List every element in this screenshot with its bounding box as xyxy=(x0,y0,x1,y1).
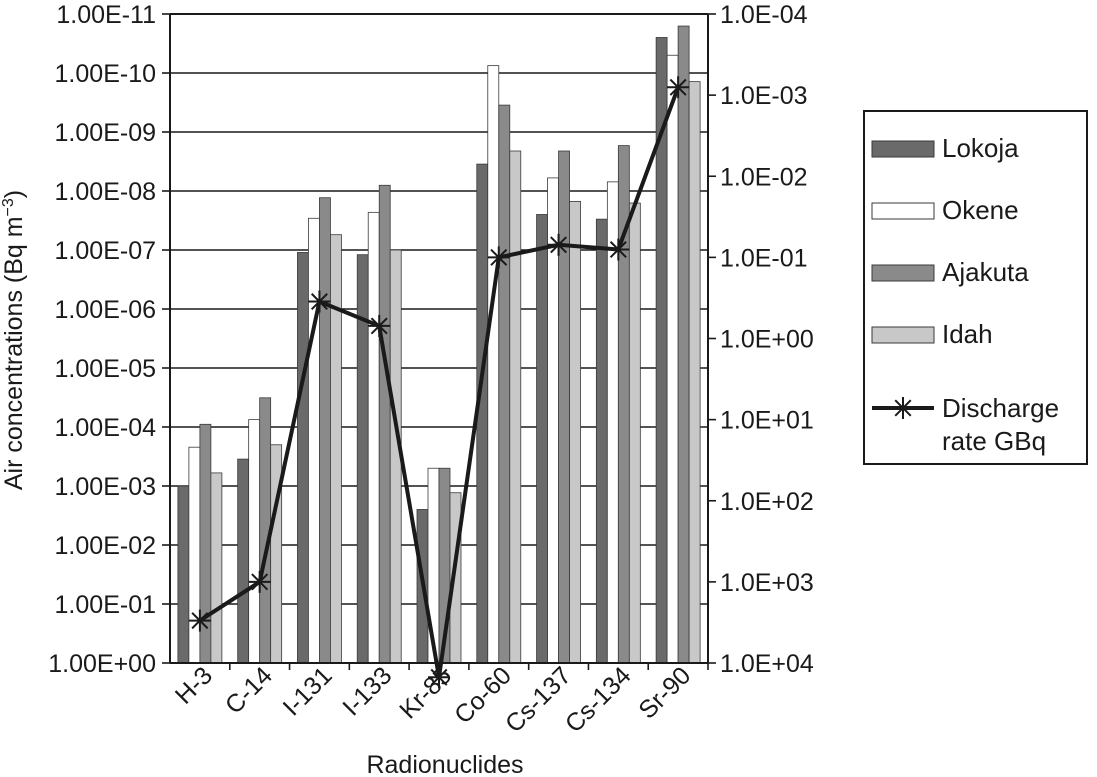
legend-asterisk-stroke xyxy=(894,399,912,417)
left-tick-label: 1.00E-04 xyxy=(55,414,157,442)
legend-item-okene: Okene xyxy=(871,195,1019,225)
bar-ajakuta-co-60 xyxy=(498,104,511,664)
legend-label: Okene xyxy=(942,195,1019,225)
asterisk-stroke xyxy=(609,241,627,258)
bar-lokoja-c-14 xyxy=(237,458,250,664)
legend-item-ajakuta: Ajakuta xyxy=(871,257,1029,287)
right-tick-label: 1.0E-03 xyxy=(720,82,808,110)
legend-item-lokoja: Lokoja xyxy=(871,133,1019,163)
discharge-rate-point xyxy=(428,666,450,689)
discharge-rate-point xyxy=(188,609,211,632)
x-tick-label: Cs-134 xyxy=(560,661,637,738)
y-axis-title-superscript: −3 xyxy=(0,198,17,216)
right-tick-label: 1.0E+02 xyxy=(720,488,814,516)
asterisk-stroke xyxy=(310,293,328,310)
bar-idah-i-131 xyxy=(330,234,342,664)
bar-okene-h-3 xyxy=(188,446,201,664)
bar-lokoja-i-131 xyxy=(297,252,309,664)
bar-ajakuta-sr-90 xyxy=(677,25,690,664)
legend-label-line: Discharge xyxy=(942,393,1059,423)
bar-okene-co-60 xyxy=(487,65,500,664)
legend-swatch xyxy=(871,326,935,344)
bar-lokoja-cs-134 xyxy=(595,218,608,664)
bar-okene-i-131 xyxy=(308,217,320,664)
legend-label: Ajakuta xyxy=(942,257,1029,287)
right-tick-label: 1.0E+00 xyxy=(720,326,814,354)
right-tick-label: 1.0E-01 xyxy=(720,244,808,272)
right-tick-label: 1.0E-04 xyxy=(720,1,808,29)
asterisk-stroke xyxy=(430,668,448,686)
discharge-rate-point xyxy=(607,238,630,261)
left-tick-label: 1.00E-07 xyxy=(55,237,156,265)
x-tick-label: I-131 xyxy=(278,661,338,721)
x-axis-title: Radionuclides xyxy=(366,751,523,777)
left-tick-label: 1.00E-02 xyxy=(55,532,156,560)
left-tick-label: 1.00E-11 xyxy=(56,1,156,29)
right-tick-label: 1.0E+04 xyxy=(720,650,814,678)
x-tick-label: H-3 xyxy=(170,661,218,709)
bar-okene-c-14 xyxy=(248,419,261,664)
bar-idah-co-60 xyxy=(509,150,522,664)
discharge-rate-point xyxy=(248,570,271,593)
right-axis-ticks: 1.0E-04 1.0E-03 1.0E-02 1.0E-01 1.0E+00 1.0E+… xyxy=(708,1,814,678)
legend-swatch xyxy=(871,140,935,158)
bar-idah-cs-137 xyxy=(569,200,581,664)
legend-item-discharge-rate-gbq: Discharge rate GBq xyxy=(872,393,1059,456)
left-tick-label: 1.00E-01 xyxy=(55,591,156,619)
y-axis-title-close: ) xyxy=(0,190,28,198)
bar-idah-h-3 xyxy=(210,472,223,664)
bar-okene-i-133 xyxy=(367,211,380,664)
asterisk-stroke xyxy=(669,78,687,96)
bar-lokoja-cs-137 xyxy=(536,214,548,664)
discharge-line-group xyxy=(188,76,690,689)
left-tick-label: 1.00E-06 xyxy=(55,296,156,324)
legend-label: Discharge rate GBq xyxy=(942,393,1059,456)
bar-ajakuta-cs-137 xyxy=(558,150,570,664)
left-axis-ticks: 1.00E-11 1.00E-10 1.00E-09 1.00E-08 1.00E-07… xyxy=(48,1,170,678)
bar-lokoja-h-3 xyxy=(177,485,190,664)
asterisk-stroke xyxy=(550,236,568,254)
asterisk-stroke xyxy=(251,573,269,591)
left-tick-label: 1.00E-03 xyxy=(55,473,156,501)
x-tick-label: Kr-85 xyxy=(394,661,457,724)
bar-idah-cs-134 xyxy=(628,202,641,664)
y-axis-title-main: Air concentrations (Bq m xyxy=(0,216,28,490)
x-tick-label: C-14 xyxy=(220,661,278,719)
discharge-rate-point xyxy=(368,314,391,337)
bar-okene-sr-90 xyxy=(666,54,679,664)
x-tick-label: Sr-90 xyxy=(633,661,696,724)
x-tick-label: Cs-137 xyxy=(500,661,577,738)
left-tick-label: 1.00E-08 xyxy=(55,178,156,206)
legend-swatch xyxy=(871,264,935,282)
bar-group xyxy=(177,25,701,664)
asterisk-stroke xyxy=(490,248,508,266)
bar-ajakuta-i-131 xyxy=(319,197,331,664)
discharge-rate-point xyxy=(308,290,331,313)
discharge-rate-point xyxy=(667,76,690,99)
y-axis-title: Air concentrations (Bq m−3) xyxy=(0,190,28,490)
bar-idah-sr-90 xyxy=(688,81,701,664)
legend-label: Lokoja xyxy=(942,133,1019,163)
legend: Lokoja Okene Ajakuta Idah Discharge rate GBq xyxy=(863,110,1088,465)
left-tick-label: 1.00E-10 xyxy=(55,60,156,88)
bar-ajakuta-i-133 xyxy=(378,184,391,664)
x-tick-label: I-133 xyxy=(337,661,397,721)
legend-swatch xyxy=(871,202,935,220)
discharge-rate-point xyxy=(547,233,570,256)
asterisk-stroke xyxy=(370,317,388,335)
legend-label: Idah xyxy=(942,319,993,349)
legend-item-idah: Idah xyxy=(871,319,993,349)
right-tick-label: 1.0E+01 xyxy=(720,407,814,435)
asterisk-stroke xyxy=(191,612,209,630)
right-tick-label: 1.0E+03 xyxy=(720,569,814,597)
left-tick-label: 1.00E-05 xyxy=(55,355,156,383)
left-tick-label: 1.00E-09 xyxy=(55,119,156,147)
category-tick-labels: H-3 C-14 I-131 I-133Kr-85Co-60Cs-137Cs-134S… xyxy=(170,661,709,738)
legend-label-line: rate GBq xyxy=(942,426,1046,456)
left-tick-label: 1.00E+00 xyxy=(48,650,156,678)
discharge-rate-point xyxy=(487,246,510,269)
right-tick-label: 1.0E-02 xyxy=(720,163,808,191)
